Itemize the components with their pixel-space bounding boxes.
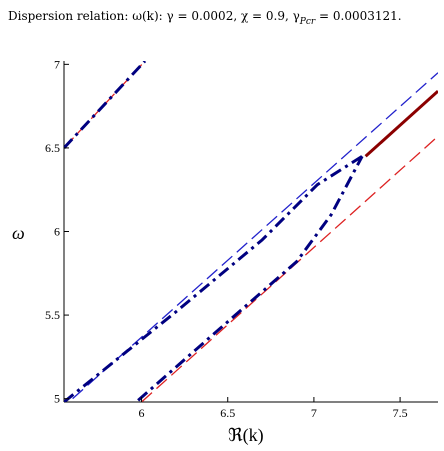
series-line-dashdot (137, 155, 364, 402)
x-axis-label: ℜ(k) (228, 425, 264, 446)
series-line-solid (364, 89, 438, 158)
chart-title: Dispersion relation: ω(k): γ = 0.0002, χ… (8, 9, 402, 27)
x-tick-label: 7.5 (393, 406, 408, 420)
y-tick-label: 6 (54, 225, 60, 239)
y-axis-label: ω (12, 223, 25, 243)
series-group (64, 61, 438, 402)
series-line-dashdot (64, 61, 147, 149)
x-tick-label: 6.5 (220, 406, 235, 420)
x-tick-label: 7 (311, 406, 317, 420)
x-tick-label: 6 (139, 406, 145, 420)
y-tick-label: 5 (54, 392, 60, 406)
plot-area (63, 61, 438, 403)
y-tick-label: 7 (54, 57, 60, 71)
series-line-dashed (72, 72, 438, 400)
series-line-dashdot (64, 155, 363, 402)
y-axis-ticks: 5 5.5 6 6.5 7 (45, 57, 69, 406)
y-tick-label: 5.5 (45, 308, 60, 322)
series-line-dashed (141, 135, 438, 402)
y-tick-label: 6.5 (45, 141, 60, 155)
x-axis-ticks: 6 6.5 7 7.5 (139, 397, 408, 420)
